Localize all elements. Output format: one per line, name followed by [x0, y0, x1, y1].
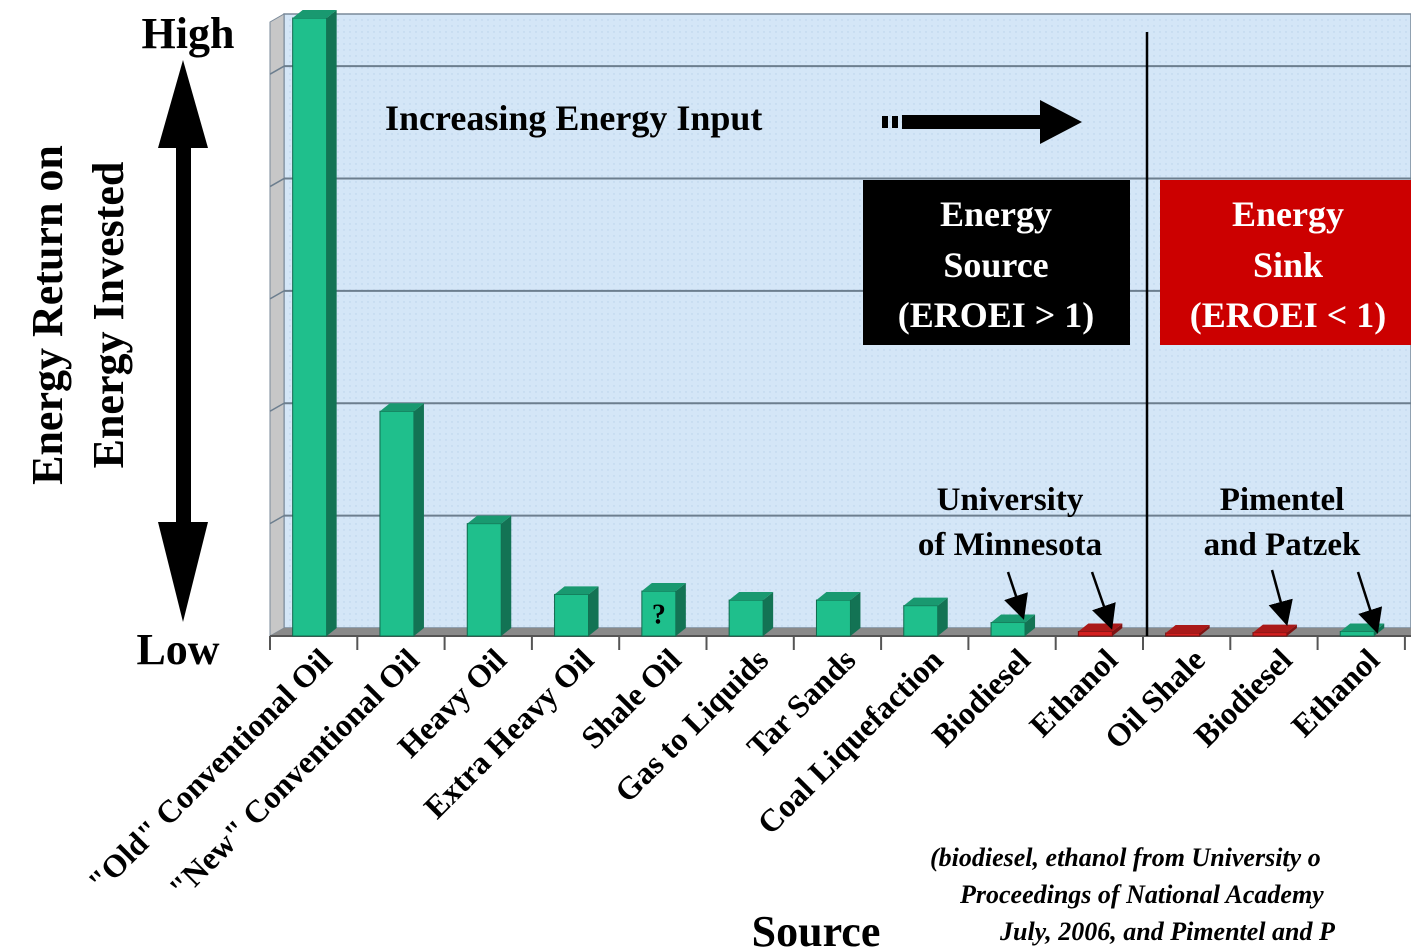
bar-side	[1025, 614, 1036, 636]
bar	[379, 403, 424, 637]
bar-top	[729, 592, 774, 601]
bar-side	[850, 592, 861, 636]
bar-front	[554, 593, 590, 637]
annotation-minnesota-line1: University	[937, 482, 1084, 518]
bar-front	[1339, 631, 1375, 637]
bar-side	[675, 583, 686, 636]
bar-top	[816, 592, 861, 601]
energy-source-line3: (EROEI > 1)	[898, 295, 1095, 335]
footnote-line1: (biodiesel, ethanol from University o	[930, 843, 1321, 872]
bar-side	[1199, 625, 1210, 636]
y-low-label: Low	[136, 625, 219, 674]
y-axis-label-line1: Energy Return on	[23, 145, 72, 485]
bar	[1165, 625, 1210, 637]
x-tick-label: Ethanol	[1284, 641, 1386, 743]
bar	[815, 592, 861, 637]
bar	[728, 592, 774, 637]
bar-top	[641, 583, 686, 592]
bar-top	[292, 10, 337, 18]
bar-top	[554, 586, 599, 595]
energy-sink-line3: (EROEI < 1)	[1190, 295, 1387, 335]
annotation-minnesota-line2: of Minnesota	[918, 527, 1102, 563]
double-arrow-icon	[158, 60, 208, 622]
energy-source-line1: Energy	[940, 194, 1052, 234]
bar	[903, 597, 948, 637]
bar	[1252, 624, 1297, 637]
bar-side	[937, 597, 948, 636]
bar-label: ?	[652, 600, 666, 631]
bar-top	[467, 515, 512, 524]
bar	[466, 515, 512, 637]
x-axis-label: Source	[752, 907, 881, 951]
bar-side	[1112, 623, 1123, 636]
gridline-side	[269, 65, 285, 75]
bar-front	[903, 605, 939, 637]
bar-side	[763, 592, 774, 636]
bar: ?	[641, 583, 686, 637]
x-tick-label: Biodiesel	[1187, 641, 1299, 753]
y-high-label: High	[142, 9, 235, 58]
bar-side	[501, 515, 512, 636]
annotation-pimentel-line2: and Patzek	[1204, 527, 1361, 563]
footnote-line2: Proceedings of National Academy	[959, 880, 1324, 909]
x-tick-label: Biodiesel	[925, 641, 1037, 753]
footnote-line3: July, 2006, and Pimentel and P	[999, 917, 1336, 946]
bar-front	[1077, 631, 1113, 637]
plot-side-wall	[269, 13, 285, 637]
bar-side	[413, 403, 424, 636]
y-axis-label-line2: Energy Invested	[84, 162, 133, 469]
bar-front	[728, 599, 764, 637]
energy-sink-box	[1160, 180, 1411, 345]
energy-source-box	[863, 180, 1130, 345]
x-tick-label: Gas to Liquids	[608, 641, 776, 809]
bar	[990, 614, 1036, 637]
bar-side	[326, 10, 337, 636]
bar-top	[903, 597, 948, 606]
bar-front	[292, 17, 328, 637]
gridline-side	[269, 402, 285, 412]
annotation-arrows	[1004, 569, 1383, 634]
bar-top	[379, 403, 424, 412]
bar-front	[379, 410, 415, 637]
bar-top	[1165, 625, 1210, 633]
bar-top	[1252, 624, 1297, 633]
bar-front	[815, 599, 851, 637]
bar-side	[1286, 624, 1297, 636]
gridline-side	[269, 177, 285, 188]
energy-input-text: Increasing Energy Input	[385, 98, 762, 138]
bar	[292, 10, 337, 637]
right-arrow-icon	[882, 100, 1082, 144]
energy-sink-line2: Sink	[1253, 245, 1323, 285]
bar-front	[1165, 632, 1201, 637]
energy-sink-line1: Energy	[1232, 194, 1344, 234]
gridline-side	[269, 290, 285, 300]
bar-front	[466, 523, 502, 637]
bar-front	[990, 622, 1026, 637]
energy-source-line2: Source	[943, 245, 1048, 285]
bar	[554, 586, 599, 637]
bar-front	[1252, 632, 1288, 637]
annotation-pimentel-line1: Pimentel	[1220, 482, 1345, 518]
bars: ?	[292, 10, 1385, 637]
gridline-side	[269, 514, 285, 525]
bar-side	[588, 586, 599, 636]
